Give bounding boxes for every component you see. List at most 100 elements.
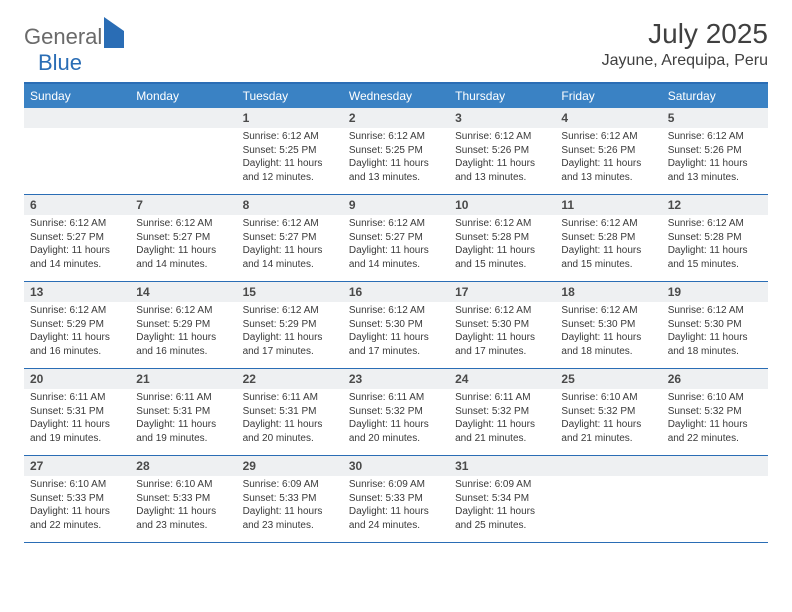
- daynum-row: 23: [343, 369, 449, 389]
- daylight1-text: Daylight: 11 hours: [243, 244, 337, 258]
- daylight1-text: Daylight: 11 hours: [349, 331, 443, 345]
- sunset-text: Sunset: 5:27 PM: [349, 231, 443, 245]
- daylight2-text: and 16 minutes.: [136, 345, 230, 359]
- daylight1-text: Daylight: 11 hours: [30, 418, 124, 432]
- day-number: 7: [130, 195, 236, 215]
- sunset-text: Sunset: 5:32 PM: [349, 405, 443, 419]
- day-cell: 11Sunrise: 6:12 AMSunset: 5:28 PMDayligh…: [555, 195, 661, 281]
- sunset-text: Sunset: 5:26 PM: [668, 144, 762, 158]
- day-number: 16: [343, 282, 449, 302]
- daylight1-text: Daylight: 11 hours: [243, 157, 337, 171]
- daylight2-text: and 17 minutes.: [243, 345, 337, 359]
- daylight1-text: Daylight: 11 hours: [243, 418, 337, 432]
- day-body: Sunrise: 6:10 AMSunset: 5:33 PMDaylight:…: [24, 476, 130, 536]
- daynum-row: .: [555, 456, 661, 476]
- daylight1-text: Daylight: 11 hours: [349, 244, 443, 258]
- daylight1-text: Daylight: 11 hours: [136, 331, 230, 345]
- sunset-text: Sunset: 5:33 PM: [30, 492, 124, 506]
- day-cell: .: [24, 108, 130, 194]
- week-row: 6Sunrise: 6:12 AMSunset: 5:27 PMDaylight…: [24, 195, 768, 282]
- day-number: 8: [237, 195, 343, 215]
- day-body: Sunrise: 6:09 AMSunset: 5:33 PMDaylight:…: [237, 476, 343, 536]
- weekday-header: Tuesday: [237, 84, 343, 108]
- daynum-row: 27: [24, 456, 130, 476]
- daylight2-text: and 24 minutes.: [349, 519, 443, 533]
- day-number: 23: [343, 369, 449, 389]
- day-number: 12: [662, 195, 768, 215]
- daylight2-text: and 20 minutes.: [349, 432, 443, 446]
- daylight1-text: Daylight: 11 hours: [30, 331, 124, 345]
- day-cell: 14Sunrise: 6:12 AMSunset: 5:29 PMDayligh…: [130, 282, 236, 368]
- day-body: Sunrise: 6:11 AMSunset: 5:31 PMDaylight:…: [130, 389, 236, 449]
- daylight2-text: and 20 minutes.: [243, 432, 337, 446]
- day-body: Sunrise: 6:12 AMSunset: 5:27 PMDaylight:…: [130, 215, 236, 275]
- daylight2-text: and 22 minutes.: [668, 432, 762, 446]
- sunset-text: Sunset: 5:25 PM: [349, 144, 443, 158]
- day-cell: .: [130, 108, 236, 194]
- daylight1-text: Daylight: 11 hours: [455, 505, 549, 519]
- daylight2-text: and 14 minutes.: [136, 258, 230, 272]
- sunrise-text: Sunrise: 6:09 AM: [455, 478, 549, 492]
- daynum-row: 3: [449, 108, 555, 128]
- day-body: Sunrise: 6:12 AMSunset: 5:29 PMDaylight:…: [24, 302, 130, 362]
- sunset-text: Sunset: 5:32 PM: [668, 405, 762, 419]
- daynum-row: 31: [449, 456, 555, 476]
- day-cell: 16Sunrise: 6:12 AMSunset: 5:30 PMDayligh…: [343, 282, 449, 368]
- day-body: Sunrise: 6:12 AMSunset: 5:30 PMDaylight:…: [449, 302, 555, 362]
- sunset-text: Sunset: 5:27 PM: [136, 231, 230, 245]
- daynum-row: 29: [237, 456, 343, 476]
- daynum-row: 13: [24, 282, 130, 302]
- day-cell: 20Sunrise: 6:11 AMSunset: 5:31 PMDayligh…: [24, 369, 130, 455]
- sunset-text: Sunset: 5:29 PM: [30, 318, 124, 332]
- day-number: 28: [130, 456, 236, 476]
- daylight2-text: and 12 minutes.: [243, 171, 337, 185]
- weekday-header: Thursday: [449, 84, 555, 108]
- day-cell: 26Sunrise: 6:10 AMSunset: 5:32 PMDayligh…: [662, 369, 768, 455]
- daylight2-text: and 14 minutes.: [349, 258, 443, 272]
- daylight2-text: and 15 minutes.: [455, 258, 549, 272]
- sunrise-text: Sunrise: 6:12 AM: [243, 130, 337, 144]
- day-body: Sunrise: 6:12 AMSunset: 5:27 PMDaylight:…: [343, 215, 449, 275]
- sunrise-text: Sunrise: 6:12 AM: [243, 304, 337, 318]
- day-number: 18: [555, 282, 661, 302]
- sunset-text: Sunset: 5:31 PM: [243, 405, 337, 419]
- daylight2-text: and 14 minutes.: [243, 258, 337, 272]
- logo-row: General Blue: [24, 24, 124, 76]
- daylight2-text: and 19 minutes.: [30, 432, 124, 446]
- sunrise-text: Sunrise: 6:10 AM: [668, 391, 762, 405]
- day-cell: 29Sunrise: 6:09 AMSunset: 5:33 PMDayligh…: [237, 456, 343, 542]
- logo: General Blue: [24, 18, 124, 76]
- day-number: 19: [662, 282, 768, 302]
- daylight1-text: Daylight: 11 hours: [349, 418, 443, 432]
- daylight1-text: Daylight: 11 hours: [455, 244, 549, 258]
- sunset-text: Sunset: 5:34 PM: [455, 492, 549, 506]
- day-number: 31: [449, 456, 555, 476]
- daylight2-text: and 21 minutes.: [455, 432, 549, 446]
- logo-text-blue: Blue: [38, 50, 124, 76]
- daynum-row: 25: [555, 369, 661, 389]
- daylight1-text: Daylight: 11 hours: [349, 505, 443, 519]
- day-body: [555, 476, 661, 482]
- day-number: 1: [237, 108, 343, 128]
- daynum-row: 4: [555, 108, 661, 128]
- day-number: 27: [24, 456, 130, 476]
- daylight1-text: Daylight: 11 hours: [668, 244, 762, 258]
- daynum-row: 30: [343, 456, 449, 476]
- day-body: Sunrise: 6:12 AMSunset: 5:25 PMDaylight:…: [237, 128, 343, 188]
- day-number: 15: [237, 282, 343, 302]
- daylight2-text: and 19 minutes.: [136, 432, 230, 446]
- daynum-row: 21: [130, 369, 236, 389]
- daylight1-text: Daylight: 11 hours: [136, 418, 230, 432]
- daylight2-text: and 15 minutes.: [561, 258, 655, 272]
- sunset-text: Sunset: 5:30 PM: [561, 318, 655, 332]
- calendar-page: General Blue July 2025 Jayune, Arequipa,…: [0, 0, 792, 561]
- daylight1-text: Daylight: 11 hours: [668, 331, 762, 345]
- day-number: 22: [237, 369, 343, 389]
- daynum-row: 12: [662, 195, 768, 215]
- sunrise-text: Sunrise: 6:12 AM: [668, 130, 762, 144]
- day-body: Sunrise: 6:12 AMSunset: 5:28 PMDaylight:…: [662, 215, 768, 275]
- sunrise-text: Sunrise: 6:12 AM: [455, 304, 549, 318]
- daynum-row: 6: [24, 195, 130, 215]
- daynum-row: 10: [449, 195, 555, 215]
- day-body: [130, 128, 236, 134]
